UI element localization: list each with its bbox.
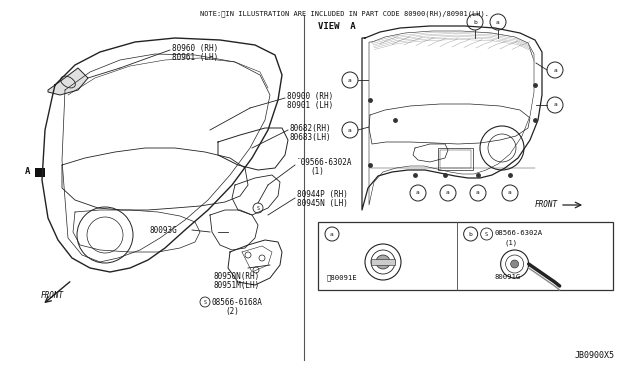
Circle shape bbox=[511, 260, 518, 268]
Text: 80682(RH): 80682(RH) bbox=[290, 124, 332, 133]
Text: FRONT: FRONT bbox=[535, 200, 558, 209]
Text: a: a bbox=[553, 103, 557, 108]
Text: ※80091E: ※80091E bbox=[327, 274, 358, 280]
Text: a: a bbox=[416, 190, 420, 196]
Text: 80091G: 80091G bbox=[495, 274, 521, 280]
Text: 80683(LH): 80683(LH) bbox=[290, 133, 332, 142]
Text: (1): (1) bbox=[505, 239, 518, 246]
Text: 08566-6302A: 08566-6302A bbox=[495, 230, 543, 236]
Bar bbox=[371, 259, 395, 265]
Text: S: S bbox=[204, 299, 207, 305]
Text: 80900 (RH): 80900 (RH) bbox=[287, 92, 333, 101]
Text: 08566-6168A: 08566-6168A bbox=[212, 298, 263, 307]
Text: a: a bbox=[330, 231, 334, 237]
Bar bbox=[438, 148, 473, 170]
Text: a: a bbox=[496, 19, 500, 25]
Text: JB0900X5: JB0900X5 bbox=[575, 351, 615, 360]
Text: A: A bbox=[26, 167, 31, 176]
Text: a: a bbox=[553, 67, 557, 73]
Bar bbox=[440, 150, 471, 168]
Polygon shape bbox=[48, 68, 88, 95]
Text: S: S bbox=[485, 231, 488, 237]
Text: 80093G: 80093G bbox=[150, 226, 178, 235]
Text: (1): (1) bbox=[310, 167, 324, 176]
Text: a: a bbox=[446, 190, 450, 196]
Circle shape bbox=[376, 255, 390, 269]
Text: b: b bbox=[473, 19, 477, 25]
Text: ¨09566-6302A: ¨09566-6302A bbox=[297, 158, 353, 167]
Text: a: a bbox=[348, 77, 352, 83]
Text: 80945N (LH): 80945N (LH) bbox=[297, 199, 348, 208]
Text: b: b bbox=[468, 231, 472, 237]
Text: 80951M(LH): 80951M(LH) bbox=[213, 281, 259, 290]
Text: 80901 (LH): 80901 (LH) bbox=[287, 101, 333, 110]
Text: 80944P (RH): 80944P (RH) bbox=[297, 190, 348, 199]
Text: 80950N(RH): 80950N(RH) bbox=[213, 272, 259, 281]
Text: a: a bbox=[508, 190, 512, 196]
Text: a: a bbox=[476, 190, 480, 196]
Text: NOTE:※IN ILLUSTRATION ARE INCLUDED IN PART CODE 80900(RH)/80901(LH).: NOTE:※IN ILLUSTRATION ARE INCLUDED IN PA… bbox=[200, 10, 489, 17]
Text: VIEW  A: VIEW A bbox=[318, 22, 356, 31]
Bar bbox=[318, 222, 613, 290]
Text: a: a bbox=[348, 128, 352, 132]
Text: (2): (2) bbox=[225, 307, 239, 316]
Text: FRONT: FRONT bbox=[40, 291, 63, 299]
Text: S: S bbox=[257, 205, 259, 211]
Text: 80960 (RH): 80960 (RH) bbox=[172, 44, 218, 53]
Bar bbox=[35, 168, 45, 177]
Text: 80961 (LH): 80961 (LH) bbox=[172, 53, 218, 62]
